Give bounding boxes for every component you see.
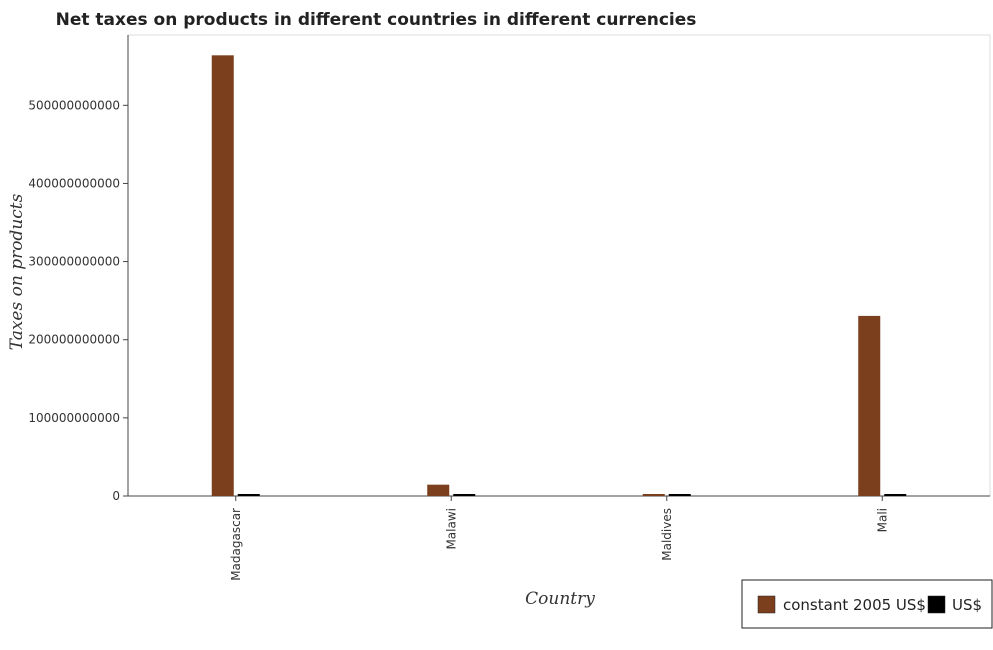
x-tick-label: Mali [875,508,889,532]
legend-label-usd: US$ [952,596,982,614]
bar-usd-madagascar [237,494,260,496]
bar-constant-2005-usd-maldives [642,494,665,496]
legend: constant 2005 US$ US$ [741,579,993,629]
y-axis-label: Taxes on products [7,193,27,350]
y-tick-label: 400000000000 [28,176,120,190]
y-tick-label: 100000000000 [28,411,120,425]
y-tick-label: 300000000000 [28,255,120,269]
x-tick-label: Maldives [660,508,674,561]
chart-title: Net taxes on products in different count… [56,10,697,30]
x-tick-label: Malawi [444,508,458,550]
bar-constant-2005-usd-madagascar [211,55,234,497]
bar-usd-maldives [668,494,691,496]
y-tick-label: 200000000000 [28,333,120,347]
legend-box [741,579,993,629]
bar-usd-malawi [453,494,476,496]
plot-area: 0 100000000000 200000000000 300000000000 400… [28,34,991,581]
bar-constant-2005-usd-mali [858,315,881,496]
y-tick-label: 0 [112,489,120,503]
y-tick-label: 500000000000 [28,98,120,112]
bar-usd-mali [884,494,907,496]
x-axis-label: Country [525,589,595,609]
legend-swatch-usd [927,595,946,614]
bar-constant-2005-usd-malawi [427,484,450,496]
legend-label-constant-2005-usd: constant 2005 US$ [783,596,926,614]
x-tick-label: Madagascar [229,508,243,581]
legend-swatch-constant-2005-usd [757,595,776,614]
